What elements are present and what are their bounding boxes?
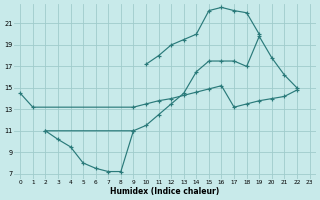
X-axis label: Humidex (Indice chaleur): Humidex (Indice chaleur) <box>110 187 220 196</box>
